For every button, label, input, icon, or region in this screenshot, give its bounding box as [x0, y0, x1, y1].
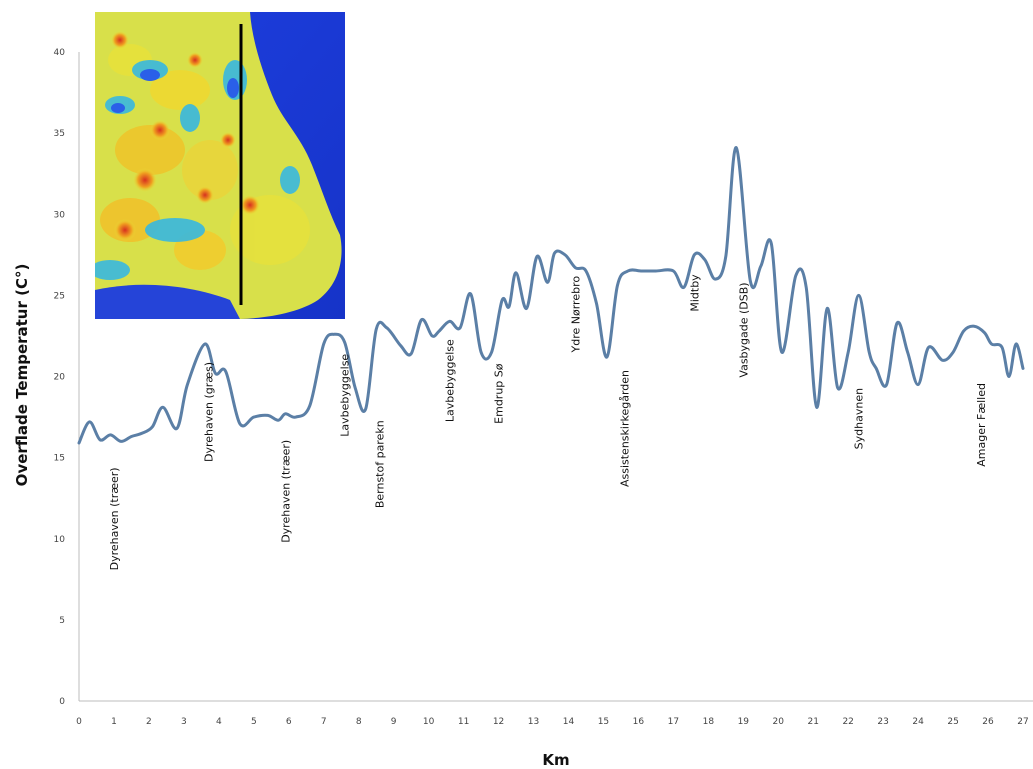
x-tick-label: 23 — [877, 717, 888, 727]
x-tick-label: 2 — [146, 717, 152, 727]
location-annotation: Assistenskirkegården — [618, 370, 631, 487]
x-tick-label: 8 — [356, 717, 362, 727]
x-tick-label: 4 — [216, 717, 222, 727]
x-tick-label: 24 — [912, 717, 924, 727]
x-tick-label: 25 — [947, 717, 958, 727]
y-tick-label: 35 — [54, 129, 65, 139]
x-tick-label: 6 — [286, 717, 292, 727]
x-tick-label: 16 — [633, 717, 645, 727]
thermal-map-inset — [95, 12, 345, 319]
x-tick-label: 20 — [773, 717, 785, 727]
location-annotation: Sydhavnen — [853, 388, 866, 449]
y-tick-label: 25 — [54, 291, 65, 301]
x-tick-label: 27 — [1017, 717, 1028, 727]
x-tick-label: 7 — [321, 717, 327, 727]
x-tick-label: 9 — [391, 717, 397, 727]
location-annotation: Ydre Nørrebro — [570, 276, 583, 354]
y-tick-label: 5 — [59, 616, 65, 626]
x-tick-label: 17 — [668, 717, 679, 727]
y-tick-labels: 0 5 10 15 20 25 30 35 40 — [54, 48, 66, 707]
location-annotation: Emdrup Sø — [493, 363, 506, 424]
x-tick-label: 26 — [982, 717, 994, 727]
x-tick-label: 15 — [598, 717, 609, 727]
y-tick-label: 30 — [54, 210, 66, 220]
location-annotation: Lavbebyggelse — [444, 339, 457, 422]
location-annotation: Lavbebyggelse — [339, 354, 352, 437]
x-tick-label: 5 — [251, 717, 257, 727]
y-tick-label: 15 — [54, 454, 65, 464]
y-tick-label: 0 — [59, 697, 65, 707]
y-tick-label: 20 — [54, 373, 66, 383]
x-tick-label: 22 — [842, 717, 853, 727]
x-tick-label: 10 — [423, 717, 435, 727]
x-tick-label: 21 — [807, 717, 818, 727]
location-annotation: Vasbygade (DSB) — [737, 282, 750, 377]
y-axis-title: Overflade Temperatur (C°) — [13, 264, 31, 487]
location-annotations: Dyrehaven (træer) Dyrehaven (græs) Dyrehav… — [108, 274, 988, 571]
location-annotation: Dyrehaven (træer) — [108, 467, 121, 570]
x-tick-label: 0 — [76, 717, 82, 727]
location-annotation: Bernstof parekn — [374, 420, 387, 508]
x-tick-label: 14 — [563, 717, 575, 727]
x-tick-label: 11 — [458, 717, 469, 727]
x-tick-label: 19 — [738, 717, 750, 727]
temperature-line — [77, 146, 1025, 445]
location-annotation: Dyrehaven (træer) — [279, 440, 292, 543]
location-annotation: Amager Fælled — [975, 383, 988, 467]
x-tick-label: 3 — [181, 717, 187, 727]
y-tick-label: 10 — [54, 535, 66, 545]
location-annotation: Dyrehaven (græs) — [202, 362, 215, 462]
x-tick-label: 12 — [493, 717, 504, 727]
x-tick-label: 18 — [703, 717, 715, 727]
x-tick-labels: 0 1 2 3 4 5 6 7 8 9 10 11 12 13 14 15 16 17 18 19 20 21 22 23 24… — [76, 717, 1029, 727]
x-tick-label: 1 — [111, 717, 117, 727]
x-tick-label: 13 — [528, 717, 539, 727]
y-tick-label: 40 — [54, 48, 66, 58]
x-axis-title: Km — [542, 751, 569, 769]
location-annotation: Midtby — [688, 274, 701, 312]
